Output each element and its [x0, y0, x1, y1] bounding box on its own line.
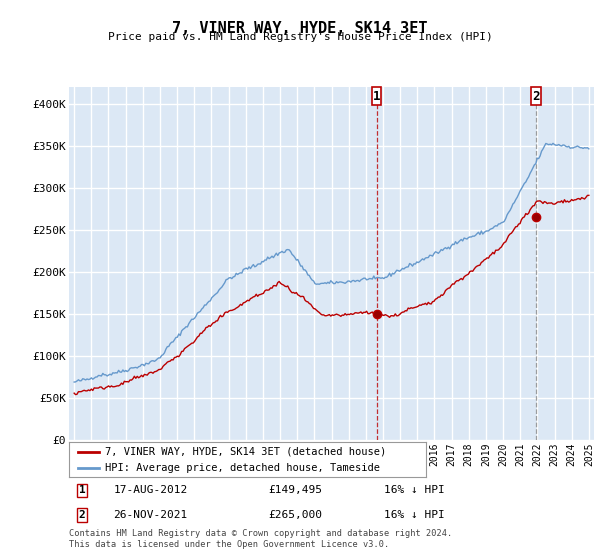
Text: £149,495: £149,495	[269, 486, 323, 496]
Text: Price paid vs. HM Land Registry's House Price Index (HPI): Price paid vs. HM Land Registry's House …	[107, 32, 493, 43]
Text: 16% ↓ HPI: 16% ↓ HPI	[384, 486, 445, 496]
Text: 7, VINER WAY, HYDE, SK14 3ET (detached house): 7, VINER WAY, HYDE, SK14 3ET (detached h…	[105, 447, 386, 457]
Text: HPI: Average price, detached house, Tameside: HPI: Average price, detached house, Tame…	[105, 463, 380, 473]
Text: 16% ↓ HPI: 16% ↓ HPI	[384, 510, 445, 520]
Text: 1: 1	[79, 486, 86, 496]
Bar	[372, 87, 382, 105]
Text: 7, VINER WAY, HYDE, SK14 3ET: 7, VINER WAY, HYDE, SK14 3ET	[172, 21, 428, 36]
Text: 26-NOV-2021: 26-NOV-2021	[113, 510, 188, 520]
Text: 1: 1	[373, 90, 380, 102]
Text: Contains HM Land Registry data © Crown copyright and database right 2024.
This d: Contains HM Land Registry data © Crown c…	[69, 529, 452, 549]
Text: 2: 2	[532, 90, 540, 102]
Text: £265,000: £265,000	[269, 510, 323, 520]
Text: 17-AUG-2012: 17-AUG-2012	[113, 486, 188, 496]
Bar	[531, 87, 541, 105]
Text: 2: 2	[79, 510, 86, 520]
